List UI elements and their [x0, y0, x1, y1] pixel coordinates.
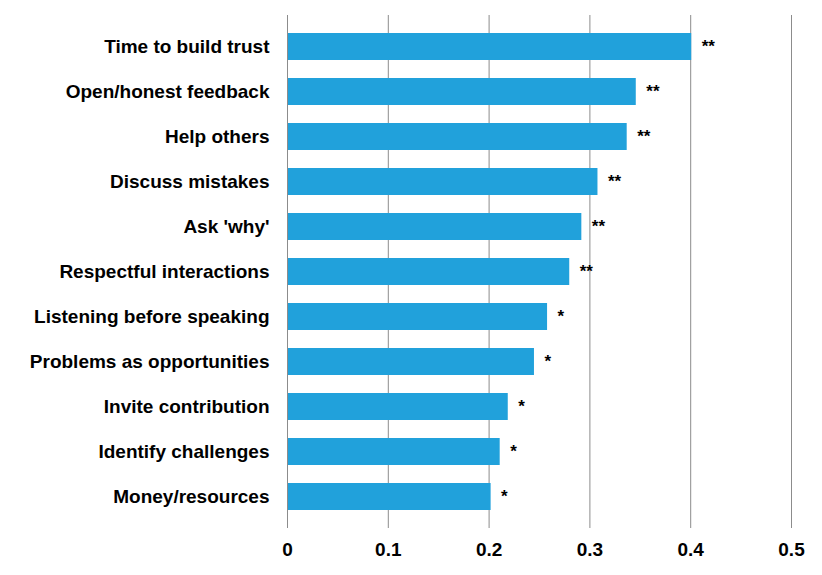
svg-text:Open/honest feedback: Open/honest feedback: [66, 81, 270, 102]
svg-text:0.2: 0.2: [476, 539, 502, 560]
svg-text:Identify challenges: Identify challenges: [98, 441, 269, 462]
svg-text:0.1: 0.1: [375, 539, 402, 560]
svg-text:*: *: [501, 487, 508, 506]
svg-text:Money/resources: Money/resources: [113, 486, 269, 507]
svg-text:**: **: [592, 217, 606, 236]
svg-text:*: *: [510, 442, 517, 461]
svg-text:**: **: [637, 127, 651, 146]
svg-text:0: 0: [282, 539, 293, 560]
svg-text:*: *: [518, 397, 525, 416]
svg-text:*: *: [544, 352, 551, 371]
svg-text:Ask 'why': Ask 'why': [183, 216, 269, 237]
svg-text:**: **: [646, 82, 660, 101]
svg-text:**: **: [580, 262, 594, 281]
svg-text:Discuss mistakes: Discuss mistakes: [110, 171, 270, 192]
svg-text:Respectful interactions: Respectful interactions: [59, 261, 269, 282]
svg-text:**: **: [608, 172, 622, 191]
svg-text:Help others: Help others: [165, 126, 270, 147]
svg-text:Listening before speaking: Listening before speaking: [34, 306, 269, 327]
svg-text:*: *: [558, 307, 565, 326]
svg-text:0.4: 0.4: [677, 539, 704, 560]
svg-text:Problems as opportunities: Problems as opportunities: [30, 351, 270, 372]
svg-text:0.3: 0.3: [577, 539, 603, 560]
svg-text:0.5: 0.5: [778, 539, 805, 560]
svg-text:**: **: [702, 37, 716, 56]
svg-text:Invite contribution: Invite contribution: [104, 396, 270, 417]
svg-text:Time to build trust: Time to build trust: [104, 36, 270, 57]
